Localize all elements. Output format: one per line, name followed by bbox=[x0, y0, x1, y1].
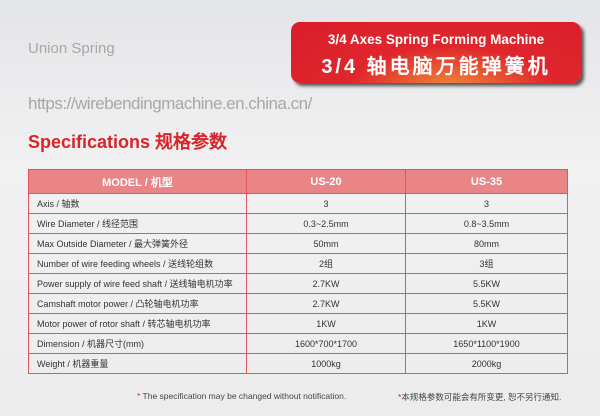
spec-name: Camshaft motor power / 凸轮轴电机功率 bbox=[28, 293, 247, 314]
spec-table: MODEL / 机型 US-20 US-35 Axis / 轴数 3 3 Wire D… bbox=[28, 169, 568, 374]
table-row: Camshaft motor power / 凸轮轴电机功率 2.7KW 5.5KW bbox=[28, 293, 568, 314]
us35-value: 3组 bbox=[405, 253, 568, 274]
us35-value: 1650*1100*1900 bbox=[405, 333, 568, 354]
us35-value: 0.8~3.5mm bbox=[405, 213, 568, 234]
us35-value: 80mm bbox=[405, 233, 568, 254]
note-star: * bbox=[398, 392, 402, 402]
table-row: Axis / 轴数 3 3 bbox=[28, 193, 568, 214]
note-cn-text: 本规格参数可能会有所变更, 恕不另行通知. bbox=[401, 392, 562, 402]
table-row: Dimension / 机器尺寸(mm) 1600*700*1700 1650*11… bbox=[28, 333, 568, 354]
us20-value: 1600*700*1700 bbox=[246, 333, 406, 354]
spec-name: Power supply of wire feed shaft / 送线轴电机功… bbox=[28, 273, 247, 294]
us20-value: 2组 bbox=[246, 253, 406, 274]
spec-name: Weight / 机器重量 bbox=[28, 353, 247, 374]
banner-title-cn: 3/4 轴电脑万能弹簧机 bbox=[321, 56, 551, 78]
us20-value: 3 bbox=[246, 193, 406, 214]
us35-value: 5.5KW bbox=[405, 273, 568, 294]
us20-value: 0.3~2.5mm bbox=[246, 213, 406, 234]
us20-value: 2.7KW bbox=[246, 293, 406, 314]
spec-name: Wire Diameter / 线径范围 bbox=[28, 213, 247, 234]
watermark-brand: Union Spring bbox=[28, 40, 115, 57]
table-row: Weight / 机器重量 1000kg 2000kg bbox=[28, 353, 568, 374]
header-us20: US-20 bbox=[246, 169, 406, 194]
spec-name: Motor power of rotor shaft / 转芯轴电机功率 bbox=[28, 313, 247, 334]
watermark-url: https://wirebendingmachine.en.china.cn/ bbox=[28, 94, 312, 113]
note-star: * bbox=[137, 391, 141, 401]
spec-name: Max Outside Diameter / 最大弹簧外径 bbox=[28, 233, 247, 254]
banner-title-en: 3/4 Axes Spring Forming Machine bbox=[327, 32, 545, 47]
table-row: Wire Diameter / 线径范围 0.3~2.5mm 0.8~3.5mm bbox=[28, 213, 568, 234]
table-header: MODEL / 机型 US-20 US-35 bbox=[28, 169, 568, 194]
us35-value: 2000kg bbox=[405, 353, 568, 374]
us35-value: 1KW bbox=[405, 313, 568, 334]
table-row: Max Outside Diameter / 最大弹簧外径 50mm 80mm bbox=[28, 233, 568, 254]
note-cn: *本规格参数可能会有所变更, 恕不另行通知. bbox=[398, 391, 561, 403]
spec-name: Axis / 轴数 bbox=[28, 193, 247, 214]
us20-value: 1KW bbox=[246, 313, 406, 334]
us20-value: 50mm bbox=[246, 233, 406, 254]
header-us35: US-35 bbox=[405, 169, 568, 194]
us35-value: 3 bbox=[405, 193, 568, 214]
spec-name: Number of wire feeding wheels / 送线轮组数 bbox=[28, 253, 247, 274]
table-row: Power supply of wire feed shaft / 送线轴电机功… bbox=[28, 273, 568, 294]
table-row: Motor power of rotor shaft / 转芯轴电机功率 1KW 1… bbox=[28, 313, 568, 334]
section-title: Specifications 规格参数 bbox=[28, 132, 228, 152]
us20-value: 1000kg bbox=[246, 353, 406, 374]
product-banner: 3/4 Axes Spring Forming Machine 3/4 轴电脑万… bbox=[291, 22, 581, 83]
table-row: Number of wire feeding wheels / 送线轮组数 2组 3… bbox=[28, 253, 568, 274]
note-en-text: The specification may be changed without… bbox=[142, 391, 347, 401]
us35-value: 5.5KW bbox=[405, 293, 568, 314]
note-en: * The specification may be changed witho… bbox=[137, 391, 346, 401]
header-model: MODEL / 机型 bbox=[28, 169, 247, 194]
spec-name: Dimension / 机器尺寸(mm) bbox=[28, 333, 247, 354]
us20-value: 2.7KW bbox=[246, 273, 406, 294]
